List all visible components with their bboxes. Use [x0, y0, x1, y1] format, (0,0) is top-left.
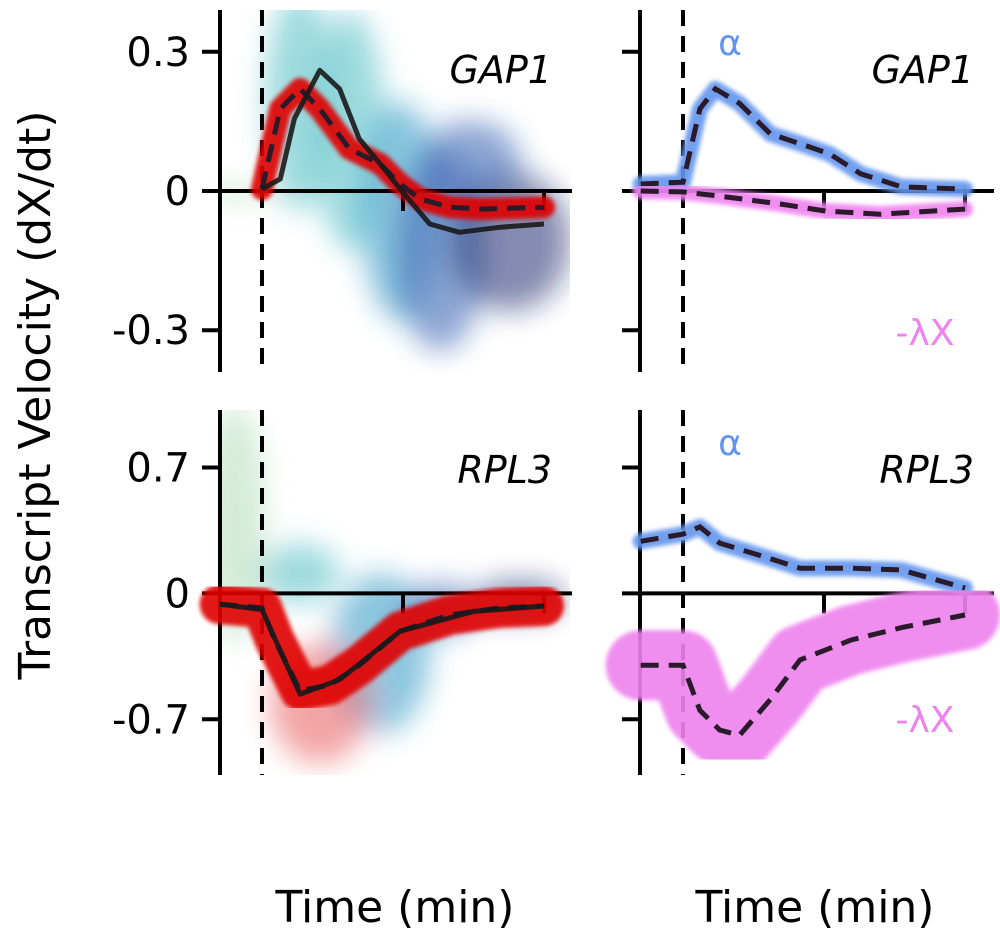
gene-label: RPL3: [457, 448, 552, 492]
decay-mean-line: [640, 612, 966, 739]
decay-label: -λX: [896, 313, 955, 354]
decay-label: -λX: [896, 700, 955, 741]
y-tick-label: 0: [165, 169, 190, 215]
y-tick-label: 0.7: [126, 446, 190, 492]
panel-gap1-right: GAP1 α -λX: [622, 10, 994, 372]
y-tick-label: -0.3: [112, 308, 190, 354]
gene-label: RPL3: [879, 448, 974, 492]
fit-mean-line: [259, 85, 545, 212]
x-axis-label-right: Time (min): [695, 882, 935, 933]
observed-line: [260, 67, 545, 235]
y-tick-label: 0.3: [126, 30, 190, 76]
alpha-mean-line: [640, 85, 966, 192]
panel-rpl3-right: RPL3 α -λX: [605, 410, 1000, 775]
alpha-band: [632, 518, 973, 596]
scatter-cloud: [260, 543, 340, 604]
scatter-cloud: [420, 121, 520, 201]
alpha-band: [632, 80, 973, 198]
observed-line: [219, 601, 545, 697]
y-tick-label: -0.7: [112, 697, 190, 743]
gene-label: GAP1: [449, 48, 552, 92]
y-tick-label: 0: [165, 571, 190, 617]
decay-mean-line: [640, 188, 966, 217]
scatter-cloud: [220, 410, 265, 644]
gene-label: GAP1: [871, 48, 974, 92]
alpha-label: α: [718, 423, 742, 464]
panel-rpl3-left: 0.7 0 -0.7 RPL3: [112, 410, 572, 775]
alpha-label: α: [718, 23, 742, 64]
x-axis-label-left: Time (min): [275, 882, 515, 933]
alpha-mean-line: [640, 524, 966, 591]
y-axis-label: Transcript Velocity (dX/dt): [10, 111, 61, 681]
panel-gap1-left: 0.3 0 -0.3 GAP1: [112, 10, 572, 372]
